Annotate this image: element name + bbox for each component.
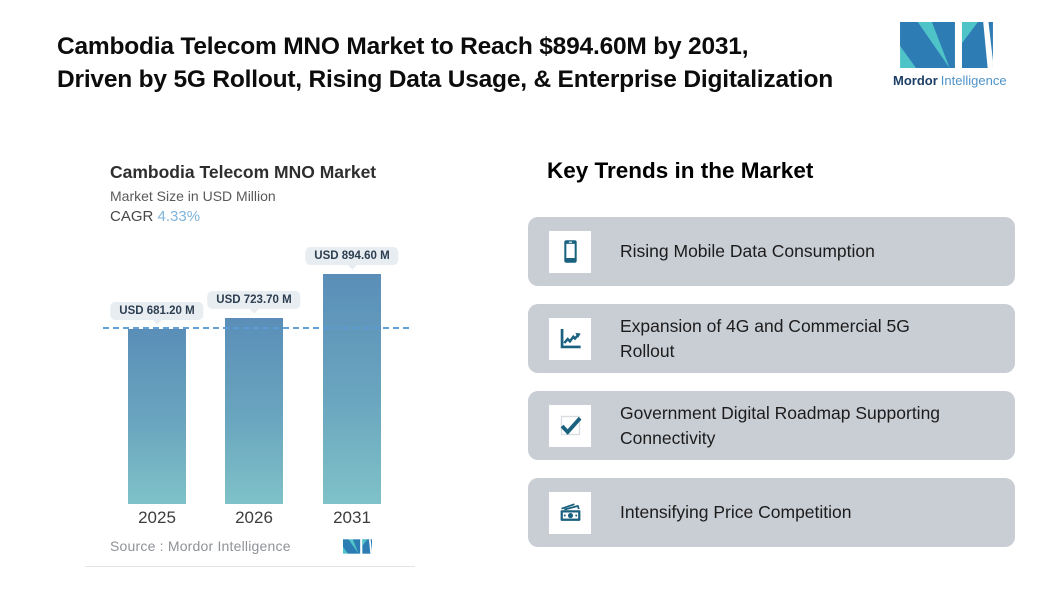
trend-icon-box xyxy=(549,230,591,273)
trend-card: Government Digital Roadmap Supporting Co… xyxy=(528,391,1015,460)
trend-icon-box xyxy=(549,404,591,447)
cagr-label: CAGR xyxy=(110,208,154,225)
bar-2025 xyxy=(128,329,186,504)
trend-icon-box xyxy=(549,491,591,534)
chart-footer-logo xyxy=(343,539,372,554)
brand-name: Mordor Intelligence xyxy=(893,73,1007,88)
trend-card-list: Rising Mobile Data Consumption Expansion… xyxy=(528,217,1015,547)
brand-logo: Mordor Intelligence xyxy=(893,22,1007,88)
trend-label: Expansion of 4G and Commercial 5G Rollou… xyxy=(620,316,910,361)
x-axis-label: 2026 xyxy=(235,508,273,527)
bar-2026 xyxy=(225,318,283,504)
trend-label: Government Digital Roadmap Supporting Co… xyxy=(620,403,941,448)
trend-label: Rising Mobile Data Consumption xyxy=(620,241,875,262)
page-title-line1: Cambodia Telecom MNO Market to Reach $89… xyxy=(57,33,749,60)
checkmark-icon xyxy=(560,415,581,436)
chart-subtitle: Market Size in USD Million xyxy=(110,188,276,204)
page-title: Cambodia Telecom MNO Market to Reach $89… xyxy=(57,30,877,96)
bar-2031 xyxy=(323,274,381,504)
smartphone-icon xyxy=(563,240,577,263)
x-axis-label: 2031 xyxy=(333,508,371,527)
trend-card: Intensifying Price Competition xyxy=(528,478,1015,547)
chart-canvas: USD 681.20 M 2025 USD 723.70 M 2026 USD 894.… xyxy=(85,140,415,566)
bar-value-label: USD 681.20 M xyxy=(110,302,204,320)
key-trends-panel: Key Trends in the Market Rising Mobile D… xyxy=(528,157,1015,547)
bar-value-label: USD 894.60 M xyxy=(305,247,399,265)
chart-title: Cambodia Telecom MNO Market xyxy=(110,162,377,182)
bar-value-label: USD 723.70 M xyxy=(207,291,301,309)
trend-label: Intensifying Price Competition xyxy=(620,502,852,523)
trend-card: Expansion of 4G and Commercial 5G Rollou… xyxy=(528,304,1015,373)
brand-name-light: Intelligence xyxy=(940,73,1007,88)
reference-dashed-line xyxy=(103,327,410,329)
chart-source: Source : Mordor Intelligence xyxy=(110,538,291,554)
market-chart-card: Cambodia Telecom MNO Market Market Size … xyxy=(85,140,415,567)
trend-icon-box xyxy=(549,317,591,360)
page-title-line2: Driven by 5G Rollout, Rising Data Usage,… xyxy=(57,66,833,93)
chart-cagr: CAGR 4.33% xyxy=(110,208,200,225)
brand-name-bold: Mordor xyxy=(893,73,938,88)
trend-card: Rising Mobile Data Consumption xyxy=(528,217,1015,286)
banknote-icon xyxy=(560,503,580,521)
cagr-value: 4.33% xyxy=(157,208,201,225)
mordor-intelligence-logo-icon xyxy=(899,22,993,68)
line-chart-icon xyxy=(560,328,581,349)
x-axis-label: 2025 xyxy=(138,508,176,527)
key-trends-heading: Key Trends in the Market xyxy=(547,158,814,183)
mordor-intelligence-mark-icon xyxy=(343,539,372,554)
